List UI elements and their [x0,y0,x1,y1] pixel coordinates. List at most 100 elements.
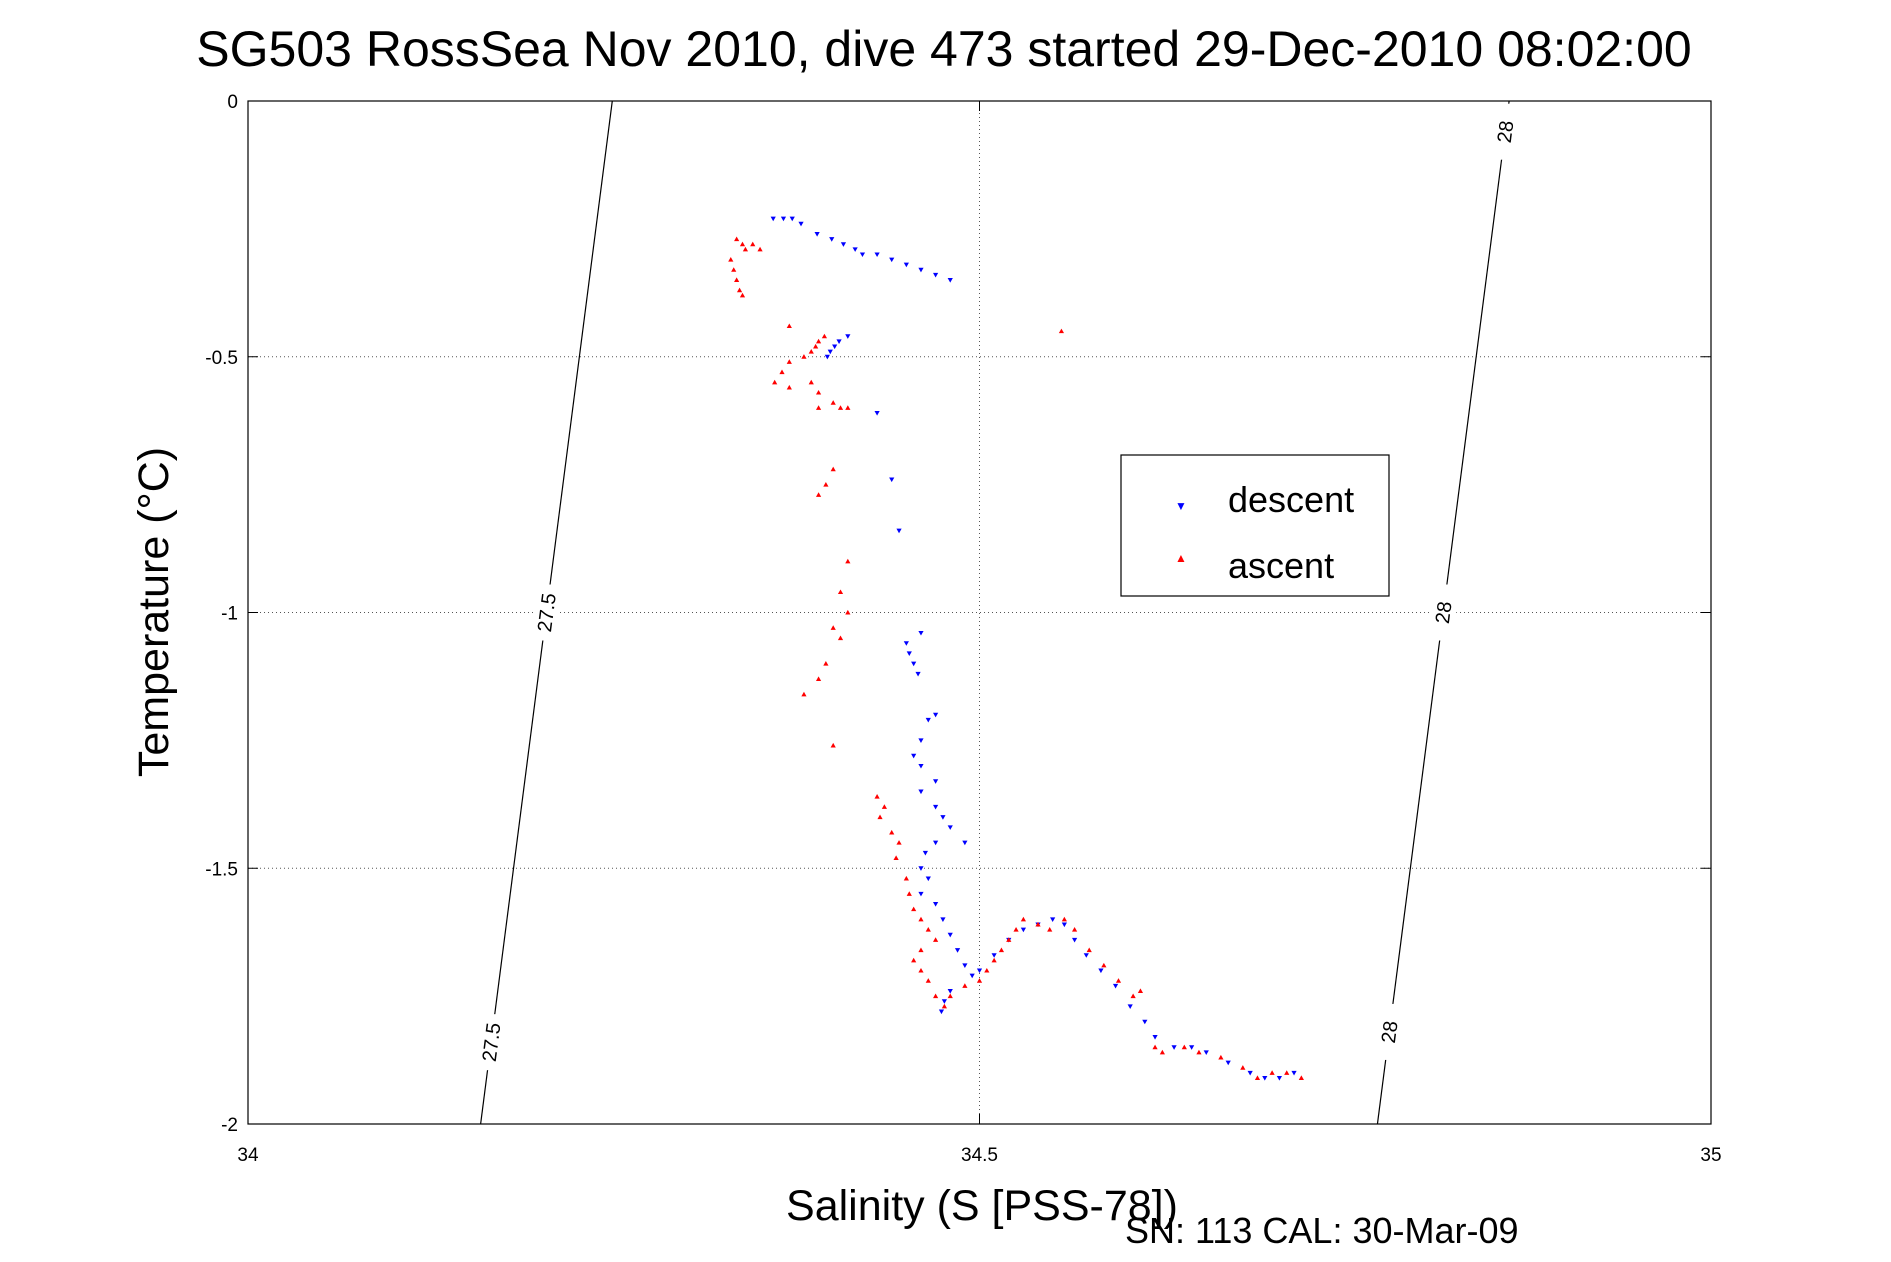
descent-point [874,411,880,416]
descent-point [915,671,921,677]
ascent-point [881,804,888,809]
descent-point [918,891,924,897]
ascent-point [976,978,983,983]
legend-label-descent: descent [1228,479,1354,520]
ascent-point [739,241,746,247]
descent-point [911,753,917,759]
ascent-point [1071,927,1078,932]
descent-point [969,973,975,979]
ascent-point [874,794,880,799]
descent-point [1262,1075,1268,1081]
descent-point [962,840,968,846]
y-tick-label: -1.5 [205,859,238,880]
descent-point [896,528,902,534]
ascent-point [1284,1070,1290,1075]
legend: ▼ descent ▲ ascent [1120,454,1390,597]
ascent-point [998,947,1005,953]
descent-point [1083,953,1089,958]
descent-point [829,237,835,242]
descent-point [906,651,912,657]
descent-point [798,221,804,227]
descent-point [1071,937,1078,943]
legend-label-ascent: ascent [1228,545,1334,586]
descent-point [824,354,830,360]
descent-point [918,789,924,795]
legend-marker-ascent: ▲ [1175,551,1187,565]
descent-point [1171,1045,1177,1050]
descent-point [925,876,931,882]
descent-point [954,948,961,953]
ascent-point [925,927,931,932]
descent-point [933,272,939,278]
descent-point [874,252,880,258]
ascent-point [821,333,828,339]
descent-point [903,641,909,646]
descent-point [1247,1070,1253,1076]
ascent-point [1047,927,1053,932]
descent-point [918,267,924,273]
descent-point [780,216,787,222]
ascent-point [896,840,902,845]
descent-point [889,477,895,483]
ascent-point [1035,921,1041,927]
ascent-point [962,983,968,988]
descent-point [922,850,928,856]
descent-point [827,349,833,355]
ascent-point [1006,937,1012,942]
ascent-point [1013,927,1019,932]
descent-point [1127,1004,1133,1009]
descent-point [933,902,939,907]
descent-point [832,344,838,350]
descent-point [1203,1050,1209,1055]
ascent-point [734,236,740,242]
descent-point [947,825,953,830]
ascent-point [941,1003,947,1009]
descent-point [918,738,924,743]
ascent-point [1254,1075,1261,1080]
ascent-point [808,379,814,385]
isopycnal-label-bg [1376,1003,1403,1060]
isopycnal-label: 27.5 [479,1022,506,1063]
ascent-point [1269,1070,1275,1075]
y-axis-label: Temperature (°C) [130,447,178,777]
axis-ticks: 34 34.5 35 0 -0.5 -1 -1.5 -2 [205,92,1721,1166]
descent-point [789,216,795,222]
y-tick-label: -2 [221,1115,238,1136]
ascent-point [933,993,939,999]
ascent-point [837,405,844,410]
ascent-point [1218,1054,1224,1060]
descent-point [1276,1075,1283,1081]
ascent-point [772,379,778,385]
ascent-point [918,916,924,922]
descent-point [918,630,924,636]
descent-point [918,866,924,871]
ascent-point [779,369,785,375]
ascent-point [911,957,917,963]
ascent-point [728,256,734,262]
legend-box [1120,454,1390,597]
ascent-point [918,967,924,973]
descent-point [933,712,939,718]
descent-point [940,917,946,922]
ascent-point [893,855,899,861]
ascent-point [845,609,851,615]
ascent-point [801,691,807,697]
ascent-point [750,241,756,247]
isopycnal-label: 27.5 [534,592,561,633]
descent-point [1225,1060,1231,1066]
descent-point [933,804,939,810]
descent-point [911,661,917,667]
ascent-point [845,558,851,564]
data-points [728,216,1304,1081]
descent-point [840,242,847,247]
descent-point [991,953,997,958]
descent-point [814,231,820,237]
density-contours: 27.5 27.5 28 28 28 [478,100,1518,1125]
descent-point [903,262,909,268]
ascent-point [1240,1065,1246,1070]
ascent-point [918,947,924,953]
x-tick-label: 34.5 [961,1145,998,1166]
x-tick-label: 35 [1700,1145,1721,1166]
ascent-point [1086,947,1092,953]
ascent-point [947,993,953,999]
